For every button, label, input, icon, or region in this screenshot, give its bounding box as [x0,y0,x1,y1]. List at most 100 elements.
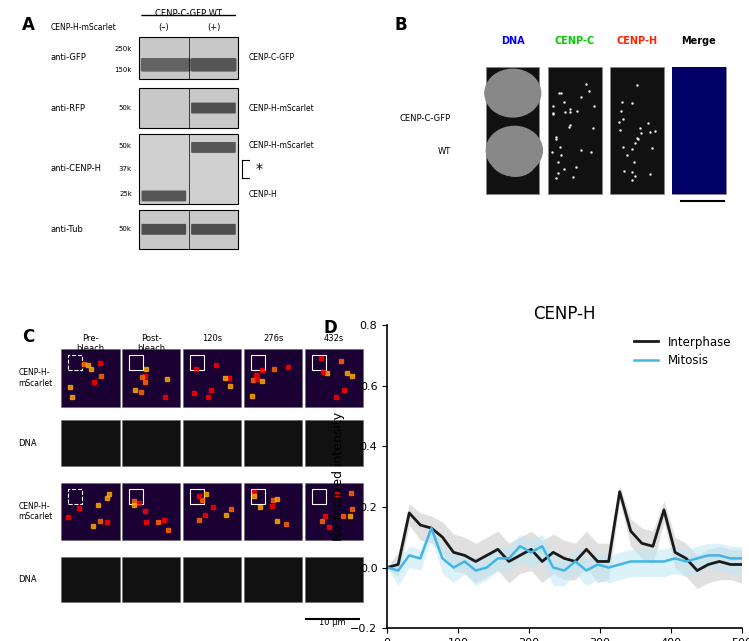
FancyBboxPatch shape [190,58,237,72]
Mitosis [615,561,624,569]
Mitosis [394,567,403,574]
FancyBboxPatch shape [61,349,120,407]
Mitosis [504,554,513,562]
FancyBboxPatch shape [61,483,120,540]
Text: C: C [22,328,34,346]
FancyBboxPatch shape [673,67,726,194]
Circle shape [486,126,542,174]
FancyBboxPatch shape [122,557,181,603]
Text: Merge: Merge [682,36,716,46]
FancyBboxPatch shape [183,483,241,540]
Mitosis [527,549,536,556]
Interphase [715,558,724,565]
Circle shape [496,142,537,176]
Text: B: B [394,15,407,33]
Mitosis [637,558,646,565]
Text: 50k: 50k [119,226,132,232]
FancyBboxPatch shape [61,557,120,603]
Mitosis [515,542,524,550]
Text: WT: WT [437,147,451,156]
Mitosis [471,567,480,574]
Mitosis [560,567,568,574]
Interphase [471,558,480,565]
Interphase [515,551,524,559]
Mitosis [404,551,413,559]
Text: CENP-C-GFP: CENP-C-GFP [249,53,295,62]
FancyBboxPatch shape [244,557,303,603]
Interphase [593,558,602,565]
Mitosis [449,563,458,571]
Text: 432s: 432s [324,334,345,343]
FancyBboxPatch shape [305,420,363,466]
Interphase [615,488,624,495]
Interphase [460,551,469,559]
FancyBboxPatch shape [548,67,601,194]
Text: CENP-H-
mScarlet: CENP-H- mScarlet [19,369,52,388]
Interphase [637,540,646,547]
Mitosis [626,558,635,565]
Interphase [670,549,679,556]
FancyBboxPatch shape [142,190,187,201]
Text: *: * [256,162,263,176]
FancyBboxPatch shape [139,210,238,249]
Mitosis [460,558,469,565]
Circle shape [490,135,538,176]
Text: (–): (–) [159,23,169,32]
FancyBboxPatch shape [61,420,120,466]
Text: CENP-C-GFP: CENP-C-GFP [400,114,451,123]
Mitosis [427,524,436,532]
Interphase [538,558,547,565]
FancyBboxPatch shape [183,420,241,466]
Interphase [571,558,580,565]
Text: Post-
bleach: Post- bleach [137,334,166,353]
Text: anti-RFP: anti-RFP [50,103,85,113]
FancyBboxPatch shape [139,134,238,204]
Text: 10 μm: 10 μm [319,618,345,627]
FancyBboxPatch shape [139,88,238,128]
FancyBboxPatch shape [139,37,238,79]
Mitosis [571,558,580,565]
Interphase [726,561,735,569]
Text: DNA: DNA [19,575,37,584]
Line: Interphase: Interphase [387,492,742,570]
Text: CENP-H-
mScarlet: CENP-H- mScarlet [19,502,52,521]
Mitosis [649,558,658,565]
Text: DNA: DNA [501,36,525,46]
Y-axis label: Normalized intensity: Normalized intensity [332,412,345,541]
Mitosis [737,554,746,562]
Text: 250k: 250k [115,46,132,52]
Mitosis [416,554,425,562]
Mitosis [482,563,491,571]
FancyBboxPatch shape [191,142,236,153]
Mitosis [682,558,691,565]
Text: Pre-
bleach: Pre- bleach [76,334,104,353]
Mitosis [383,563,392,571]
Mitosis [494,554,503,562]
Text: 25k: 25k [119,192,132,197]
FancyBboxPatch shape [122,420,181,466]
Text: CENP-H: CENP-H [249,190,278,199]
Text: anti-CENP-H: anti-CENP-H [50,164,101,173]
Text: CENP-H-mScarlet: CENP-H-mScarlet [50,23,116,32]
Mitosis [438,554,447,562]
Legend: Interphase, Mitosis: Interphase, Mitosis [630,331,736,372]
Interphase [604,558,613,565]
Text: 37k: 37k [119,165,132,172]
Mitosis [538,542,547,550]
Text: 150k: 150k [115,67,132,73]
Text: CENP-C: CENP-C [555,36,595,46]
Mitosis [582,567,591,574]
Interphase [427,524,436,532]
Interphase [482,551,491,559]
FancyBboxPatch shape [183,349,241,407]
Circle shape [485,69,541,117]
Text: DNA: DNA [19,438,37,447]
Interphase [682,554,691,562]
Text: CENP-H: CENP-H [616,36,658,46]
Interphase [582,545,591,553]
Text: 120s: 120s [202,334,222,343]
FancyBboxPatch shape [244,349,303,407]
Text: CENP-C-GFP WT: CENP-C-GFP WT [155,10,222,19]
FancyBboxPatch shape [191,224,236,235]
Interphase [438,533,447,541]
